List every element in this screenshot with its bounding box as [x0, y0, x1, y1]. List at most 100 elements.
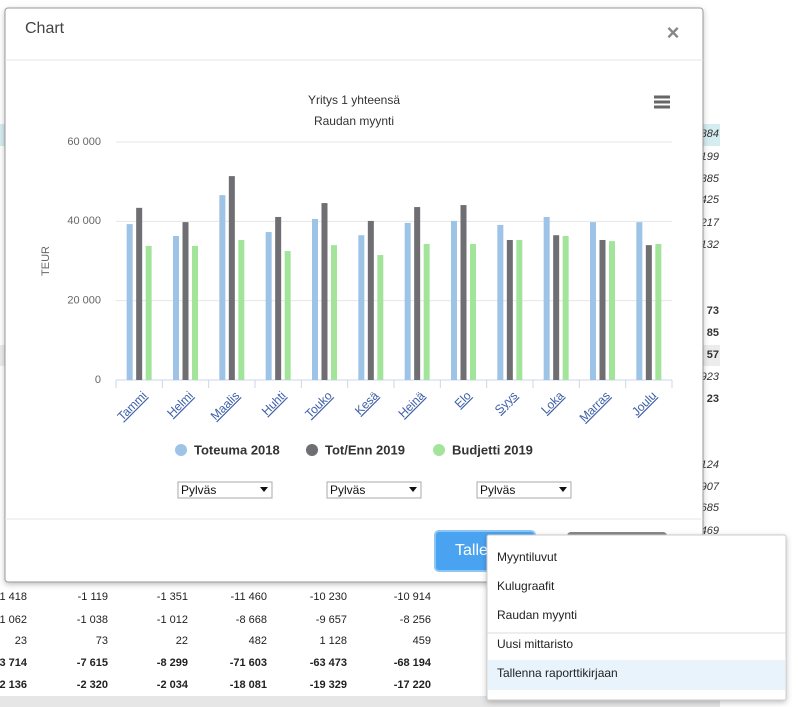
table-cell: 217 [700, 217, 720, 229]
modal-frame [4, 7, 704, 583]
bar [451, 220, 457, 380]
bar [265, 232, 272, 380]
chart-subtitle: Raudan myynti [314, 114, 394, 128]
menu-item-highlight [488, 660, 785, 690]
table-cell: 199 [701, 151, 719, 163]
bar [404, 222, 411, 380]
table-cell: 469 [701, 525, 719, 537]
bar [645, 245, 652, 380]
table-cell: -18 081 [230, 679, 267, 691]
bar [506, 239, 513, 380]
menu-item[interactable]: Uusi mittaristo [497, 637, 573, 651]
total-row [0, 696, 720, 707]
close-button[interactable]: × [667, 20, 680, 45]
y-axis-title: TEUR [40, 246, 52, 276]
table-cell: -1 119 [78, 591, 108, 603]
table-cell: -11 460 [231, 591, 268, 603]
menu-item[interactable]: Raudan myynti [497, 608, 577, 622]
table-cell: -63 473 [310, 657, 347, 669]
table-cell: 385 [701, 173, 720, 185]
table-cell: 132 [701, 239, 719, 251]
select-arrow [409, 487, 417, 492]
legend-label[interactable]: Toteuma 2018 [194, 442, 280, 457]
table-cell: 923 [701, 371, 720, 383]
table-cell: 1 128 [319, 635, 347, 647]
select-arrow [559, 487, 567, 492]
legend-marker[interactable] [306, 444, 318, 456]
menu-item[interactable]: Kulugraafit [497, 579, 555, 593]
bar [543, 216, 550, 380]
chart-menu-icon[interactable] [654, 95, 670, 109]
bar [553, 235, 560, 380]
menu-frame [486, 534, 787, 701]
table-cell: 1 418 [0, 591, 27, 603]
table-cell: 73 [707, 305, 719, 317]
bar [414, 207, 421, 380]
table-cell: 685 [701, 502, 720, 514]
legend-label[interactable]: Tot/Enn 2019 [325, 442, 405, 457]
table-cell: 425 [701, 194, 720, 206]
select-value[interactable]: Pylväs [330, 483, 365, 497]
table-cell: 1 062 [0, 614, 27, 626]
chart-modal: Chart × Yritys 1 yhteensä Raudan myynti … [4, 7, 704, 583]
bar [636, 222, 643, 380]
bar [312, 218, 318, 380]
series-type-select[interactable] [326, 481, 422, 499]
bar [590, 222, 596, 380]
table-cell: -68 194 [394, 657, 432, 669]
y-tick-label: 40 000 [67, 215, 101, 227]
bar [136, 207, 143, 380]
menu-item[interactable]: Tallenna raporttikirjaan [497, 666, 618, 680]
y-tick-label: 20 000 [67, 295, 101, 307]
table-cell: -9 657 [316, 614, 347, 626]
bar [284, 251, 291, 380]
bar [497, 224, 504, 380]
table-cell: 3 714 [0, 657, 28, 669]
table-cell: -8 299 [157, 657, 188, 669]
table-cell: 907 [701, 481, 720, 493]
bar [377, 255, 384, 380]
select-value[interactable]: Pylväs [181, 483, 216, 497]
chart-title: Yritys 1 yhteensä [308, 93, 400, 107]
table-cell: 384 [701, 128, 719, 140]
bar [609, 241, 615, 380]
table-cell: -2 320 [77, 679, 108, 691]
bar [655, 243, 662, 380]
legend-label[interactable]: Budjetti 2019 [452, 442, 533, 457]
table-cell: 124 [701, 459, 719, 471]
bar [238, 239, 245, 380]
legend-marker[interactable] [175, 444, 187, 456]
table-cell: -19 329 [310, 679, 347, 691]
table-cell: -1 012 [157, 614, 188, 626]
select-value[interactable]: Pylväs [480, 483, 515, 497]
bar [173, 236, 179, 380]
table-cell: 2 136 [0, 679, 27, 691]
bar [275, 216, 282, 380]
y-tick-label: 60 000 [67, 136, 101, 148]
table-cell: 23 [707, 393, 719, 405]
table-cell: 22 [176, 635, 188, 647]
bar [192, 245, 198, 380]
bar [126, 224, 133, 380]
table-cell: 482 [249, 635, 267, 647]
table-cell: -1 351 [157, 591, 188, 603]
series-type-select[interactable] [177, 481, 273, 499]
dropdown-menu: Myyntiluvut Kulugraafit Raudan myynti Uusi … [486, 534, 787, 701]
legend-marker[interactable] [433, 444, 445, 456]
table-cell: -10 230 [310, 591, 347, 603]
bar [562, 236, 569, 380]
table-cell: 73 [96, 635, 108, 647]
bar [321, 203, 328, 380]
select-arrow [260, 487, 268, 492]
modal-title: Chart [25, 20, 65, 37]
bar [367, 220, 374, 380]
bar [599, 239, 606, 380]
menu-item[interactable]: Myyntiluvut [497, 550, 558, 564]
bar [423, 243, 430, 380]
table-cell: -8 256 [400, 614, 431, 626]
table-cell: -71 603 [230, 657, 267, 669]
bar [145, 245, 152, 380]
series-type-select[interactable] [476, 481, 572, 499]
bar [182, 222, 189, 380]
